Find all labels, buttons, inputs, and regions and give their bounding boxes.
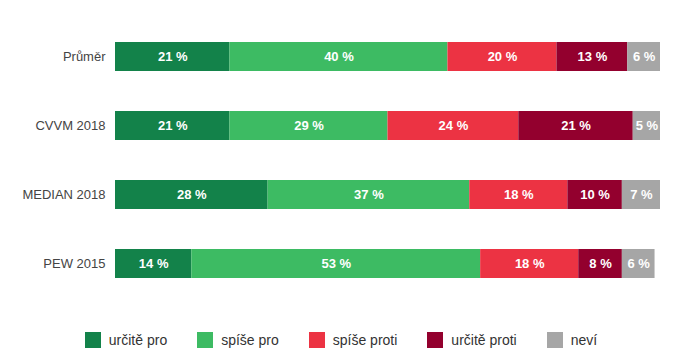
html-text:neví: neví [570,332,598,348]
svg-text:28 %: 28 % [177,187,207,202]
svg-text:13 %: 13 % [578,49,608,64]
svg-text:PEW 2015: PEW 2015 [43,256,105,271]
svg-text:20 %: 20 % [488,49,518,64]
html-text:určitě proti: určitě proti [451,332,517,348]
html-text:určitě pro: určitě pro [108,332,168,348]
svg-text:18 %: 18 % [515,256,545,271]
svg-text:Průměr: Průměr [63,49,106,64]
svg-text:24 %: 24 % [439,118,469,133]
svg-text:MEDIAN 2018: MEDIAN 2018 [22,187,105,202]
svg-text:53 %: 53 % [321,256,351,271]
svg-text:21 %: 21 % [158,49,188,64]
svg-text:10 %: 10 % [580,187,610,202]
svg-text:40 %: 40 % [324,49,354,64]
svg-text:6 %: 6 % [633,49,656,64]
svg-text:6 %: 6 % [627,256,650,271]
svg-text:18 %: 18 % [504,187,534,202]
svg-text:29 %: 29 % [294,118,324,133]
svg-text:5 %: 5 % [636,118,659,133]
svg-text:7 %: 7 % [630,187,653,202]
svg-text:CVVM 2018: CVVM 2018 [35,118,105,133]
svg-text:14 %: 14 % [139,256,169,271]
svg-text:21 %: 21 % [158,118,188,133]
svg-text:8 %: 8 % [589,256,612,271]
svg-text:37 %: 37 % [354,187,384,202]
svg-text:21 %: 21 % [561,118,591,133]
html-text:spíše proti: spíše proti [332,332,398,348]
html-text:spíše pro: spíše pro [221,332,279,348]
